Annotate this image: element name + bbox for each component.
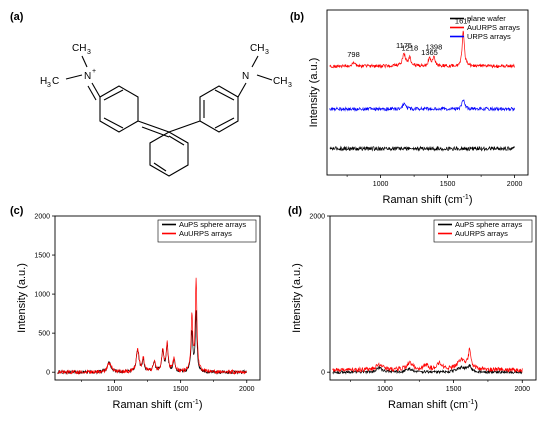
- panel-label-a: (a): [10, 11, 24, 23]
- y-axis-title-c: Intensity (a.u.): [16, 263, 28, 333]
- y-tick-label-c-2000: 2000: [34, 214, 50, 221]
- series-line-b-0: [329, 145, 515, 152]
- panel-label-d: (d): [288, 205, 302, 217]
- x-tick-label-c-1500: 1500: [173, 386, 189, 393]
- legend-entry-c-1: AuURPS arrays: [179, 229, 232, 238]
- legend-entry-d-1: AuURPS arrays: [455, 229, 508, 238]
- series-line-c-1: [57, 277, 247, 375]
- methyl-top-right-sub: 3: [265, 49, 269, 56]
- chart-panel-b: (b) Intensity (a.u.) Raman shift (cm-1) …: [290, 9, 529, 206]
- x-axis-title-sup-d: -1: [468, 399, 474, 406]
- methyl-left-sub: 3: [47, 82, 51, 89]
- x-tick-label-d-1500: 1500: [446, 386, 462, 393]
- chart-panel-c: (c) Intensity (a.u.) Raman shift (cm-1) …: [10, 205, 261, 411]
- legend-entry-c-0: AuPS sphere arrays: [179, 220, 246, 229]
- x-axis-title-sup-b: -1: [463, 194, 469, 201]
- y-tick-label-c-0: 0: [46, 370, 50, 377]
- y-axis-title-b: Intensity (a.u.): [308, 58, 320, 128]
- y-axis-title-d: Intensity (a.u.): [291, 263, 303, 333]
- panel-label-b: (b): [290, 11, 304, 23]
- x-tick-label-b-1500: 1500: [440, 181, 456, 188]
- legend-box-d: [433, 219, 533, 243]
- legend-entry-d-0: AuPS sphere arrays: [455, 220, 522, 229]
- atom-n-right: N: [242, 71, 249, 82]
- series-line-b-2: [329, 99, 515, 112]
- plot-frame-b: [326, 9, 529, 176]
- y-tick-label-c-1000: 1000: [34, 292, 50, 299]
- x-axis-title-close-b: ): [469, 194, 473, 206]
- molecule-structure: [65, 55, 273, 177]
- y-tick-label-d-2000: 2000: [309, 214, 325, 221]
- atom-n-left: N: [84, 71, 91, 82]
- methyl-top-left-text: CH: [72, 43, 86, 54]
- plot-frame-c: [54, 215, 261, 381]
- x-axis-title-close-d: ): [474, 399, 478, 411]
- peak-annotation-b-1617: 1617: [455, 17, 472, 26]
- peak-annotation-b-798: 798: [347, 50, 360, 59]
- series-line-b-1: [329, 30, 515, 69]
- x-tick-label-b-1000: 1000: [373, 181, 389, 188]
- panel-label-c: (c): [10, 205, 24, 217]
- methyl-top-right-text: CH: [250, 43, 264, 54]
- chart-panel-d: (d) Intensity (a.u.) Raman shift (cm-1) …: [288, 205, 537, 411]
- x-tick-label-c-1000: 1000: [107, 386, 123, 393]
- y-tick-label-d-0: 0: [321, 370, 325, 377]
- methyl-top-right: CH 3: [250, 43, 269, 56]
- legend-entry-b-1: AuURPS arrays: [467, 23, 520, 32]
- x-tick-label-d-1000: 1000: [377, 386, 393, 393]
- legend-entry-b-0: plane wafer: [467, 14, 506, 23]
- series-line-d-1: [332, 347, 523, 374]
- y-tick-label-c-1500: 1500: [34, 253, 50, 260]
- x-tick-label-d-2000: 2000: [514, 386, 530, 393]
- methyl-right-text: CH: [273, 76, 287, 87]
- molecule-panel: (a): [10, 11, 292, 177]
- plot-frame-d: [329, 215, 537, 381]
- x-tick-label-c-2000: 2000: [239, 386, 255, 393]
- x-axis-title-main-b: Raman shift (cm: [383, 194, 463, 206]
- methyl-top-left: CH 3: [72, 43, 91, 56]
- peak-annotation-b-1365: 1365: [421, 48, 438, 57]
- atom-n-left-charge: +: [92, 68, 96, 75]
- legend-box-c: [157, 219, 257, 243]
- peak-annotation-b-1175: 1175: [396, 41, 412, 50]
- methyl-right: CH 3: [273, 76, 292, 89]
- x-axis-title-main-c: Raman shift (cm: [113, 399, 193, 411]
- y-tick-label-c-500: 500: [38, 331, 50, 338]
- x-axis-title-c: Raman shift (cm-1): [113, 399, 203, 411]
- peak-annotation-b-1218: 1218: [401, 44, 418, 53]
- x-axis-title-sup-c: -1: [193, 399, 199, 406]
- methyl-left: H 3 C: [40, 76, 59, 89]
- methyl-left-prefix: H: [40, 76, 47, 87]
- x-axis-title-main-d: Raman shift (cm: [388, 399, 468, 411]
- methyl-left-suffix: C: [52, 76, 59, 87]
- x-axis-title-b: Raman shift (cm-1): [383, 194, 473, 206]
- methyl-right-sub: 3: [288, 82, 292, 89]
- methyl-top-left-sub: 3: [87, 49, 91, 56]
- peak-annotation-b-1398: 1398: [426, 42, 443, 51]
- x-axis-title-d: Raman shift (cm-1): [388, 399, 478, 411]
- legend-entry-b-2: URPS arrays: [467, 32, 511, 41]
- x-axis-title-close-c: ): [199, 399, 203, 411]
- x-tick-label-b-2000: 2000: [507, 181, 523, 188]
